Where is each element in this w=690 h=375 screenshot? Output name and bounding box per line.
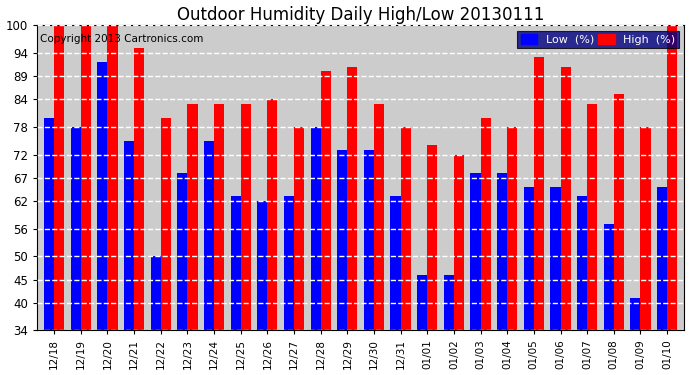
Bar xyxy=(134,48,144,330)
Bar xyxy=(587,104,598,330)
Bar xyxy=(640,127,651,330)
Bar xyxy=(497,173,507,330)
Bar xyxy=(391,196,401,330)
Bar xyxy=(534,57,544,330)
Bar xyxy=(347,67,357,330)
Bar xyxy=(444,275,454,330)
Bar xyxy=(241,104,251,330)
Legend: Low  (%), High  (%): Low (%), High (%) xyxy=(518,31,679,48)
Bar xyxy=(161,118,171,330)
Bar xyxy=(267,99,277,330)
Bar xyxy=(150,256,161,330)
Bar xyxy=(401,127,411,330)
Bar xyxy=(54,25,64,330)
Bar xyxy=(631,298,640,330)
Bar xyxy=(524,187,534,330)
Bar xyxy=(97,62,108,330)
Bar xyxy=(417,275,427,330)
Bar xyxy=(560,67,571,330)
Bar xyxy=(667,25,678,330)
Bar xyxy=(374,104,384,330)
Bar xyxy=(310,127,321,330)
Bar xyxy=(177,173,188,330)
Bar xyxy=(188,104,197,330)
Bar xyxy=(214,104,224,330)
Bar xyxy=(551,187,560,330)
Bar xyxy=(577,196,587,330)
Bar xyxy=(44,118,54,330)
Bar xyxy=(604,224,614,330)
Bar xyxy=(321,71,331,330)
Bar xyxy=(257,201,267,330)
Bar xyxy=(284,196,294,330)
Bar xyxy=(230,196,241,330)
Bar xyxy=(454,154,464,330)
Bar xyxy=(507,127,518,330)
Bar xyxy=(204,141,214,330)
Bar xyxy=(81,25,91,330)
Bar xyxy=(480,118,491,330)
Bar xyxy=(614,94,624,330)
Bar xyxy=(427,146,437,330)
Bar xyxy=(657,187,667,330)
Bar xyxy=(337,150,347,330)
Bar xyxy=(294,127,304,330)
Bar xyxy=(124,141,134,330)
Bar xyxy=(108,25,117,330)
Text: Copyright 2013 Cartronics.com: Copyright 2013 Cartronics.com xyxy=(40,34,204,44)
Bar xyxy=(471,173,480,330)
Bar xyxy=(70,127,81,330)
Bar xyxy=(364,150,374,330)
Title: Outdoor Humidity Daily High/Low 20130111: Outdoor Humidity Daily High/Low 20130111 xyxy=(177,6,544,24)
